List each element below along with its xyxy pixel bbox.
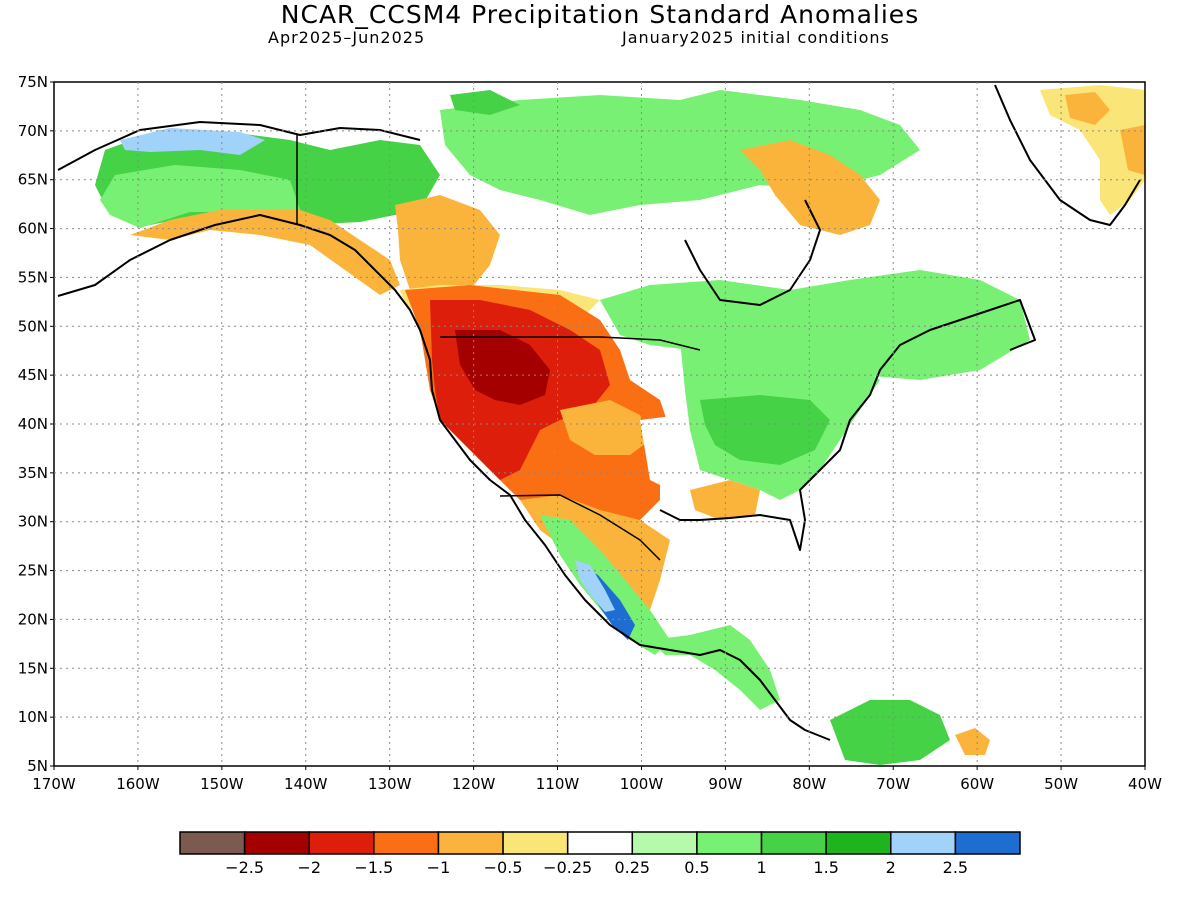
us-east-coast [659,299,1036,551]
north-america-coastline [57,214,831,741]
eastern-canada-wet [600,270,1030,380]
colorbar-swatch [437,831,504,855]
lat-tick-label: 30N [18,513,48,531]
lon-tick-label: 70W [876,775,910,793]
lon-tick-label: 90W [708,775,742,793]
lat-tick-label: 45N [18,366,48,384]
colorbar: −2.5 −2 −1.5 −1 −0.5 −0.25 0.25 0.5 1 1.5 2 2.5 [179,831,1021,877]
ohio-valley-wet [700,395,830,465]
colorbar-label: 1.5 [813,858,838,877]
venezuela-orange [955,728,990,755]
colorbar-label: −2.5 [225,858,264,877]
south-america-green [830,700,950,765]
lon-tick-label: 140W [284,775,328,793]
lat-tick-label: 25N [18,562,48,580]
central-america-green [650,625,780,710]
colorbar-label: 2 [886,858,896,877]
alaska-coast [57,121,421,171]
lon-labels: 170W 160W 150W 140W 130W 120W 110W 100W 90W 80W 70… [32,775,1162,793]
colorbar-label: −1.5 [354,858,393,877]
greenland-east-orange [1120,125,1145,175]
lat-tick-label: 5N [27,757,48,775]
lat-tick-label: 40N [18,415,48,433]
gulf-orange [690,480,760,520]
alaska-south-dry [130,210,400,295]
colorbar-swatch [760,831,827,855]
rockies-yellow [560,400,650,455]
colorbar-swatch [890,831,957,855]
colorbar-label: 2.5 [943,858,968,877]
lon-tick-label: 160W [116,775,160,793]
lat-tick-label: 70N [18,122,48,140]
alaska-blue [120,128,265,155]
colorbar-label: −0.25 [543,858,592,877]
lon-tick-label: 100W [620,775,664,793]
lon-tick-label: 40W [1128,775,1162,793]
canada-arctic-green [450,90,520,115]
great-basin-darkred [455,330,550,405]
colorbar-label: −0.5 [484,858,523,877]
map-title: NCAR_CCSM4 Precipitation Standard Anomal… [280,0,920,29]
colorbar-swatch [373,831,440,855]
colorbar-swatch [243,831,310,855]
lon-tick-label: 60W [960,775,994,793]
initial-conditions: January2025 initial conditions [622,28,890,47]
lat-labels: 75N 70N 65N 60N 55N 50N 45N 40N 35N 30N 25N 20N 15N 1… [18,73,48,775]
plains-white [640,415,700,490]
us-canada-border [440,336,701,351]
colorbar-swatch [696,831,763,855]
lat-tick-label: 65N [18,171,48,189]
alaska-light-green [100,165,300,228]
lat-tick-label: 55N [18,268,48,286]
colorbar-label: 0.5 [684,858,709,877]
lat-tick-label: 75N [18,73,48,91]
grid-lines [50,81,1146,770]
colorbar-label: −1 [427,858,451,877]
lat-tick-label: 20N [18,610,48,628]
colorbar-swatch [825,831,892,855]
lat-tick-label: 60N [18,220,48,238]
forecast-period: Apr2025–Jun2025 [268,28,426,47]
colorbar-label: 0.25 [614,858,650,877]
greenland-coast [994,84,1141,226]
coastlines [57,84,1141,741]
colorbar-swatch [308,831,375,855]
greenland-dry [1040,85,1145,215]
colorbar-swatch [566,831,634,855]
hudson-bay-coast [684,199,821,306]
mexico-west-lightblue [575,560,615,612]
colorbar-swatch [631,831,698,855]
lat-tick-label: 50N [18,317,48,335]
us-mexico-border [499,494,661,561]
lat-tick-label: 10N [18,708,48,726]
colorbar-swatch [179,831,246,855]
anomaly-shading [95,85,1145,765]
yukon-dry [395,195,500,300]
lon-tick-label: 170W [32,775,76,793]
lon-tick-label: 50W [1044,775,1078,793]
colorbar-swatch [954,831,1021,855]
lat-tick-label: 15N [18,659,48,677]
lat-tick-label: 35N [18,464,48,482]
hudson-dry [740,140,880,235]
colorbar-label: −2 [297,858,321,877]
colorbar-swatch [502,831,569,855]
lon-tick-label: 150W [200,775,244,793]
lon-tick-label: 120W [452,775,496,793]
colorbar-label: 1 [756,858,766,877]
greenland-orange [1065,92,1110,125]
lon-tick-label: 130W [368,775,412,793]
lon-tick-label: 80W [792,775,826,793]
lon-tick-label: 110W [536,775,580,793]
